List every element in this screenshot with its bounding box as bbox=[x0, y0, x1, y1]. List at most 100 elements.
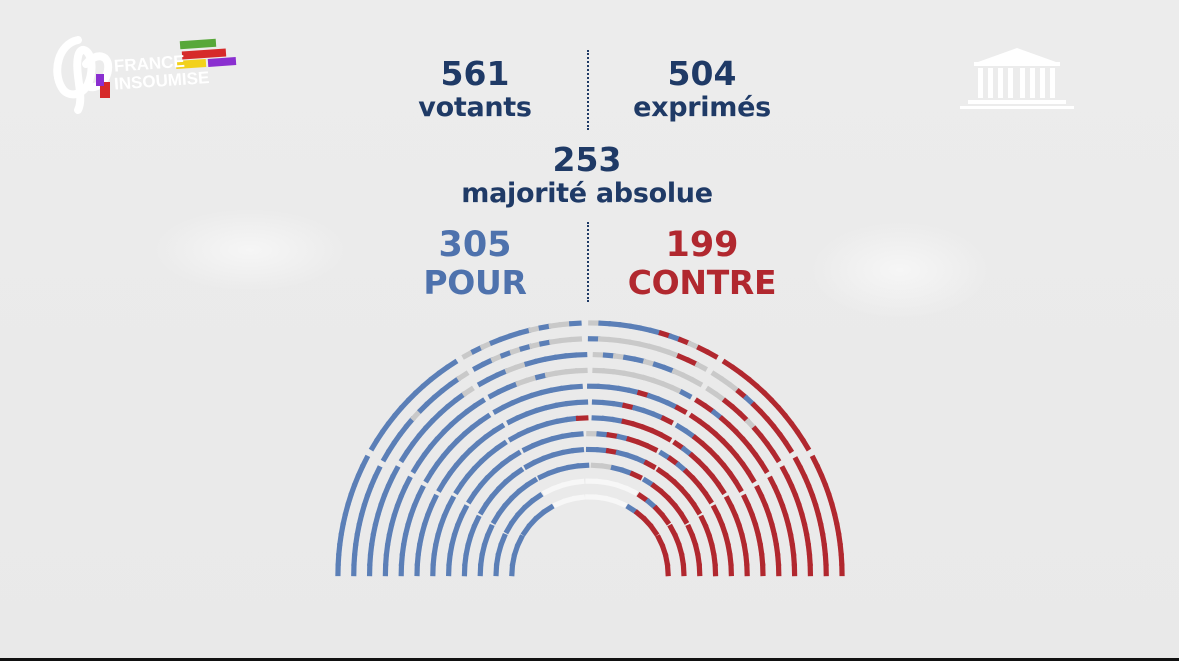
seat-abst bbox=[548, 322, 562, 329]
seat-pour bbox=[530, 491, 544, 504]
seat-abst bbox=[588, 320, 601, 326]
seat-contre bbox=[625, 435, 640, 445]
seat-pour bbox=[524, 476, 539, 488]
seat-pour bbox=[574, 351, 588, 358]
seat-pour bbox=[611, 400, 626, 409]
seat-pour bbox=[430, 553, 437, 567]
seat-pour bbox=[571, 446, 585, 454]
seat-contre bbox=[715, 481, 727, 496]
seat-abst bbox=[575, 367, 588, 374]
seat-contre bbox=[659, 543, 669, 558]
seat-pour bbox=[367, 553, 374, 567]
seat-contre bbox=[799, 512, 808, 527]
seat-contre bbox=[770, 449, 782, 464]
seat-pour bbox=[591, 415, 605, 422]
seat-pour bbox=[539, 387, 554, 396]
seat-pour bbox=[538, 339, 553, 347]
seat-contre bbox=[775, 563, 782, 577]
seat-absent bbox=[624, 485, 639, 496]
seat-contre bbox=[605, 447, 619, 456]
seat-contre bbox=[702, 491, 714, 505]
seat-contre bbox=[736, 523, 745, 537]
seat-absent bbox=[605, 479, 619, 488]
seat-pour bbox=[576, 462, 590, 469]
seat-pour bbox=[498, 533, 508, 547]
seat-pour bbox=[493, 563, 500, 577]
exprimes-label: exprimés bbox=[633, 92, 771, 123]
seat-abst bbox=[602, 368, 616, 375]
seat-pour bbox=[383, 543, 391, 557]
seat-contre bbox=[790, 553, 798, 567]
seat-pour bbox=[628, 323, 642, 331]
seat-pour bbox=[432, 533, 441, 547]
seat-contre bbox=[800, 438, 812, 452]
pour-value: 305 bbox=[438, 225, 512, 265]
seat-contre bbox=[838, 553, 845, 567]
seat-contre bbox=[822, 553, 829, 567]
hemicycle-chart bbox=[335, 320, 845, 577]
contre-label: CONTRE bbox=[627, 263, 777, 302]
seat-pour bbox=[523, 358, 538, 367]
divider-top bbox=[587, 50, 589, 130]
seat-contre bbox=[839, 563, 845, 577]
exprimes-stat: 504 exprimés bbox=[622, 56, 782, 124]
lfi-logo: FRANCE INSOUMISE bbox=[53, 36, 237, 114]
seat-pour bbox=[342, 502, 351, 516]
seat-contre bbox=[695, 553, 703, 567]
seat-contre bbox=[826, 492, 835, 507]
seat-contre bbox=[796, 502, 805, 517]
seat-pour bbox=[541, 503, 555, 515]
seat-contre bbox=[727, 553, 734, 567]
seat-contre bbox=[621, 402, 636, 411]
seat-contre bbox=[762, 503, 772, 517]
seat-abst bbox=[592, 367, 605, 374]
seat-contre bbox=[837, 542, 844, 556]
seat-contre bbox=[752, 522, 761, 537]
seat-pour bbox=[554, 400, 569, 409]
majorite-value: 253 bbox=[552, 140, 622, 179]
majorite-label: majorité absolue bbox=[461, 178, 713, 209]
seat-contre bbox=[831, 512, 840, 526]
seat-pour bbox=[458, 504, 470, 518]
seat-pour bbox=[534, 404, 549, 414]
seat-contre bbox=[785, 523, 794, 537]
seat-contre bbox=[809, 493, 819, 507]
seat-contre bbox=[711, 553, 718, 567]
seat-absent bbox=[595, 478, 609, 486]
seat-pour bbox=[561, 447, 575, 456]
seat-pour bbox=[414, 553, 421, 567]
seat-contre bbox=[678, 553, 687, 567]
seat-pour bbox=[511, 466, 525, 479]
seat-pour bbox=[595, 446, 609, 454]
seat-pour bbox=[560, 432, 574, 440]
seat-pour bbox=[617, 385, 631, 393]
seat-pour bbox=[461, 563, 468, 577]
seat-pour bbox=[598, 320, 612, 327]
seat-pour bbox=[390, 465, 401, 479]
seat-pour bbox=[445, 495, 457, 509]
seat-contre bbox=[745, 503, 755, 517]
seat-absent bbox=[551, 482, 565, 492]
pour-stat: 305 POUR bbox=[400, 226, 550, 302]
seat-pour bbox=[509, 553, 518, 567]
seat-pour bbox=[610, 464, 624, 473]
seat-abst bbox=[622, 370, 636, 378]
seat-contre bbox=[629, 470, 643, 481]
seat-pour bbox=[338, 522, 346, 536]
seat-contre bbox=[805, 543, 813, 557]
seat-contre bbox=[745, 470, 757, 484]
seat-contre bbox=[801, 522, 810, 537]
seat-pour bbox=[518, 327, 532, 336]
seat-pour bbox=[335, 563, 341, 577]
seat-contre bbox=[722, 532, 731, 547]
seat-pour bbox=[519, 343, 533, 352]
seat-pour bbox=[597, 383, 610, 390]
seat-contre bbox=[678, 511, 690, 525]
seat-contre bbox=[782, 440, 795, 454]
seat-pour bbox=[447, 542, 455, 557]
seat-pour bbox=[550, 433, 564, 442]
seat-pour bbox=[652, 361, 666, 371]
seat-pour bbox=[368, 532, 377, 546]
seat-pour bbox=[402, 475, 413, 490]
seat-contre bbox=[621, 418, 635, 427]
